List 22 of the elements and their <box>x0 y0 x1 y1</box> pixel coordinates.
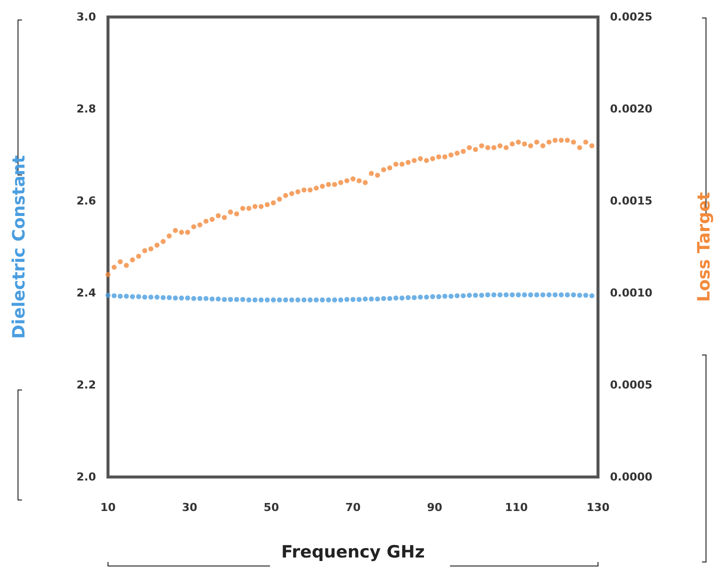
x-tick-label: 90 <box>427 501 443 514</box>
y-tick-label: 3.0 <box>76 10 96 24</box>
y2-tick-label: 0.0025 <box>610 10 652 24</box>
x-tick-label: 130 <box>586 501 610 514</box>
y-tick-label: 2.6 <box>76 194 96 208</box>
y2-tick-label: 0.0020 <box>610 102 653 116</box>
y-axis-title: Dielectric Constant <box>10 155 30 339</box>
x-tick-label: 70 <box>345 501 361 514</box>
y-tick-label: 2.2 <box>76 378 96 392</box>
y2-tick-label: 0.0005 <box>610 378 652 392</box>
x-tick-label: 50 <box>264 501 280 514</box>
x-tick-label: 30 <box>182 501 198 514</box>
x-tick-label: 10 <box>100 501 116 514</box>
y2-axis-title: Loss Target <box>694 192 714 302</box>
y-tick-label: 2.0 <box>76 470 96 484</box>
y2-tick-label: 0.0000 <box>610 470 653 484</box>
x-axis-title: Frequency GHz <box>281 542 425 562</box>
y2-tick-label: 0.0010 <box>610 286 653 300</box>
y2-tick-label: 0.0015 <box>610 194 652 208</box>
x-tick-label: 110 <box>504 501 528 514</box>
y-tick-label: 2.8 <box>76 102 96 116</box>
y-tick-label: 2.4 <box>76 286 96 300</box>
